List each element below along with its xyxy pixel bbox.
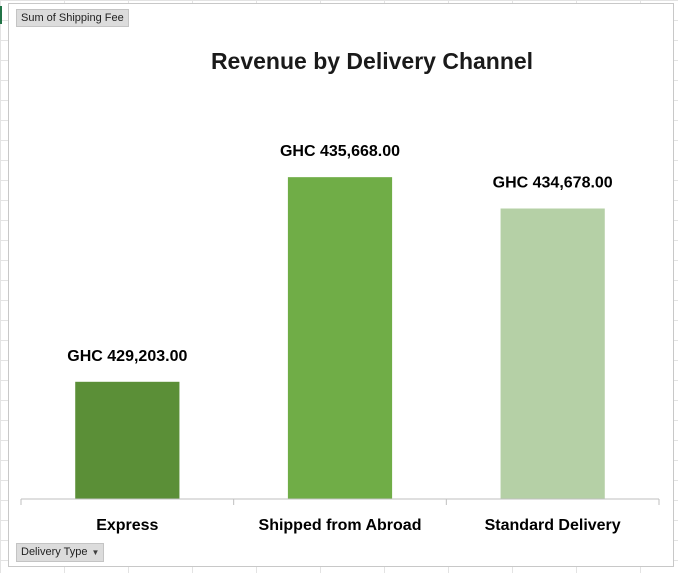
- bar-express[interactable]: [75, 381, 180, 499]
- category-label: Shipped from Abroad: [259, 517, 422, 534]
- data-label: GHC 429,203.00: [67, 348, 187, 365]
- category-label: Standard Delivery: [485, 517, 621, 534]
- axis-field-label: Delivery Type: [21, 546, 88, 558]
- chart-title: Revenue by Delivery Channel: [211, 48, 533, 74]
- data-label: GHC 435,668.00: [280, 143, 400, 160]
- data-label: GHC 434,678.00: [493, 174, 613, 191]
- axis-field-button[interactable]: Delivery Type ▼: [16, 543, 105, 562]
- value-field-button[interactable]: Sum of Shipping Fee: [16, 9, 129, 27]
- x-axis-ticks: [20, 499, 660, 505]
- dropdown-arrow-icon[interactable]: ▼: [91, 548, 100, 557]
- value-field-label: Sum of Shipping Fee: [21, 12, 124, 24]
- bar-standard-delivery[interactable]: [500, 208, 605, 500]
- active-cell-edge: [0, 6, 2, 24]
- category-label: Express: [96, 517, 158, 534]
- bar-shipped-from-abroad[interactable]: [287, 177, 393, 499]
- data-labels-group: GHC 429,203.00 GHC 435,668.00 GHC 434,678.…: [67, 143, 613, 365]
- category-labels-group: Express Shipped from Abroad Standard Deliv…: [96, 517, 621, 534]
- bars-group: [75, 177, 605, 500]
